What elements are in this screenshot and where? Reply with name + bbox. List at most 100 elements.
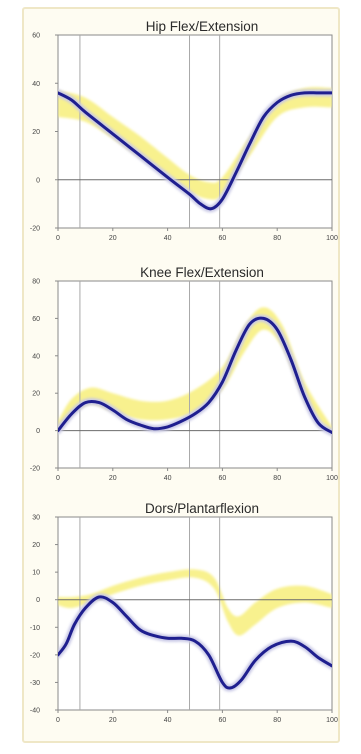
x-tick-label: 0: [56, 475, 60, 482]
data-point: [271, 645, 273, 648]
data-point: [235, 349, 237, 351]
chart-title: Knee Flex/Extension: [140, 265, 264, 280]
data-point: [317, 657, 319, 659]
data-point: [317, 422, 319, 424]
normal-range-band: [58, 87, 332, 200]
data-point: [304, 396, 306, 398]
data-point: [188, 193, 191, 195]
chart-3: -40 -30 -20 -10 0 10 20 30 0 20 40 60 80 100 Dors/Plan…: [30, 501, 338, 724]
data-point: [304, 92, 306, 94]
data-point: [112, 601, 114, 604]
data-point: [112, 409, 114, 411]
x-tick-label: 20: [109, 235, 117, 242]
y-tick-label: -10: [30, 625, 40, 632]
x-tick-label: 60: [219, 475, 227, 482]
data-point: [249, 323, 251, 325]
x-tick-label: 40: [164, 475, 172, 482]
data-point: [199, 203, 202, 205]
x-tick-label: 20: [109, 475, 117, 482]
data-point: [73, 623, 76, 626]
data-point: [290, 358, 292, 361]
series-line-1: [58, 595, 332, 690]
data-point: [208, 654, 210, 656]
x-tick-label: 20: [109, 717, 117, 724]
data-point: [125, 615, 128, 617]
chart-1: -20 0 20 40 60 0 20 40 60 80 100 Hip Flex/Extension: [30, 19, 338, 242]
y-tick-label: 20: [32, 129, 40, 136]
chart-title: Hip Flex/Extension: [146, 19, 259, 34]
y-tick-label: 40: [32, 353, 40, 360]
data-point: [153, 634, 155, 637]
y-tick-label: -30: [30, 680, 40, 687]
x-tick-label: 60: [219, 235, 227, 242]
data-point: [65, 643, 67, 645]
data-point: [317, 92, 319, 94]
data-point: [167, 426, 169, 428]
normal-range-band: [58, 569, 332, 636]
data-point: [262, 317, 265, 319]
data-point: [208, 401, 210, 404]
data-point: [240, 679, 243, 681]
data-point: [276, 329, 278, 331]
y-tick-label: 0: [36, 177, 40, 184]
data-point: [235, 171, 237, 174]
x-tick-label: 40: [164, 235, 172, 242]
x-tick-label: 60: [219, 717, 227, 724]
data-point: [71, 413, 73, 415]
data-point: [125, 418, 128, 420]
data-point: [71, 99, 73, 101]
normal-range-band: [58, 307, 332, 435]
y-tick-label: -20: [30, 466, 40, 473]
series-line-1: [58, 91, 332, 211]
y-tick-label: -40: [30, 708, 40, 715]
data-point: [221, 681, 223, 684]
data-point: [112, 133, 114, 135]
data-point: [290, 640, 292, 642]
y-tick-label: 10: [32, 570, 40, 577]
data-point: [84, 401, 86, 404]
x-tick-label: 100: [326, 717, 338, 724]
data-point: [139, 424, 141, 426]
x-tick-label: 0: [56, 717, 60, 724]
data-point: [304, 645, 306, 648]
data-point: [84, 111, 86, 113]
y-tick-label: 40: [32, 81, 40, 88]
data-point: [262, 116, 265, 118]
data-point: [331, 431, 332, 434]
data-point: [230, 687, 232, 689]
data-point: [254, 659, 256, 661]
data-point: [221, 381, 223, 383]
y-tick-label: -20: [30, 652, 40, 659]
y-tick-label: 0: [36, 428, 40, 435]
data-point: [331, 665, 332, 667]
plot-area: [57, 516, 333, 711]
x-tick-label: 100: [326, 475, 338, 482]
y-tick-label: 60: [32, 316, 40, 323]
y-tick-label: 30: [32, 515, 40, 522]
data-point: [153, 428, 155, 430]
data-point: [167, 176, 169, 178]
data-point: [210, 208, 213, 210]
x-tick-label: 0: [56, 235, 60, 242]
x-tick-label: 100: [326, 235, 338, 242]
x-tick-label: 80: [273, 235, 281, 242]
data-point: [58, 92, 59, 94]
data-point: [194, 640, 196, 642]
chart-title: Dors/Plantarflexion: [145, 501, 259, 516]
y-tick-label: 60: [32, 33, 40, 40]
data-point: [58, 430, 59, 432]
y-tick-label: 0: [36, 597, 40, 604]
data-point: [221, 198, 223, 200]
data-point: [58, 654, 59, 656]
y-tick-label: -20: [30, 226, 40, 233]
data-point: [139, 155, 141, 157]
y-tick-label: 20: [32, 542, 40, 549]
y-tick-label: 20: [32, 391, 40, 398]
data-point: [180, 420, 182, 422]
data-point: [331, 92, 332, 94]
data-point: [98, 596, 100, 598]
x-tick-label: 80: [273, 475, 281, 482]
plot-area: [57, 280, 333, 469]
data-point: [139, 629, 141, 631]
